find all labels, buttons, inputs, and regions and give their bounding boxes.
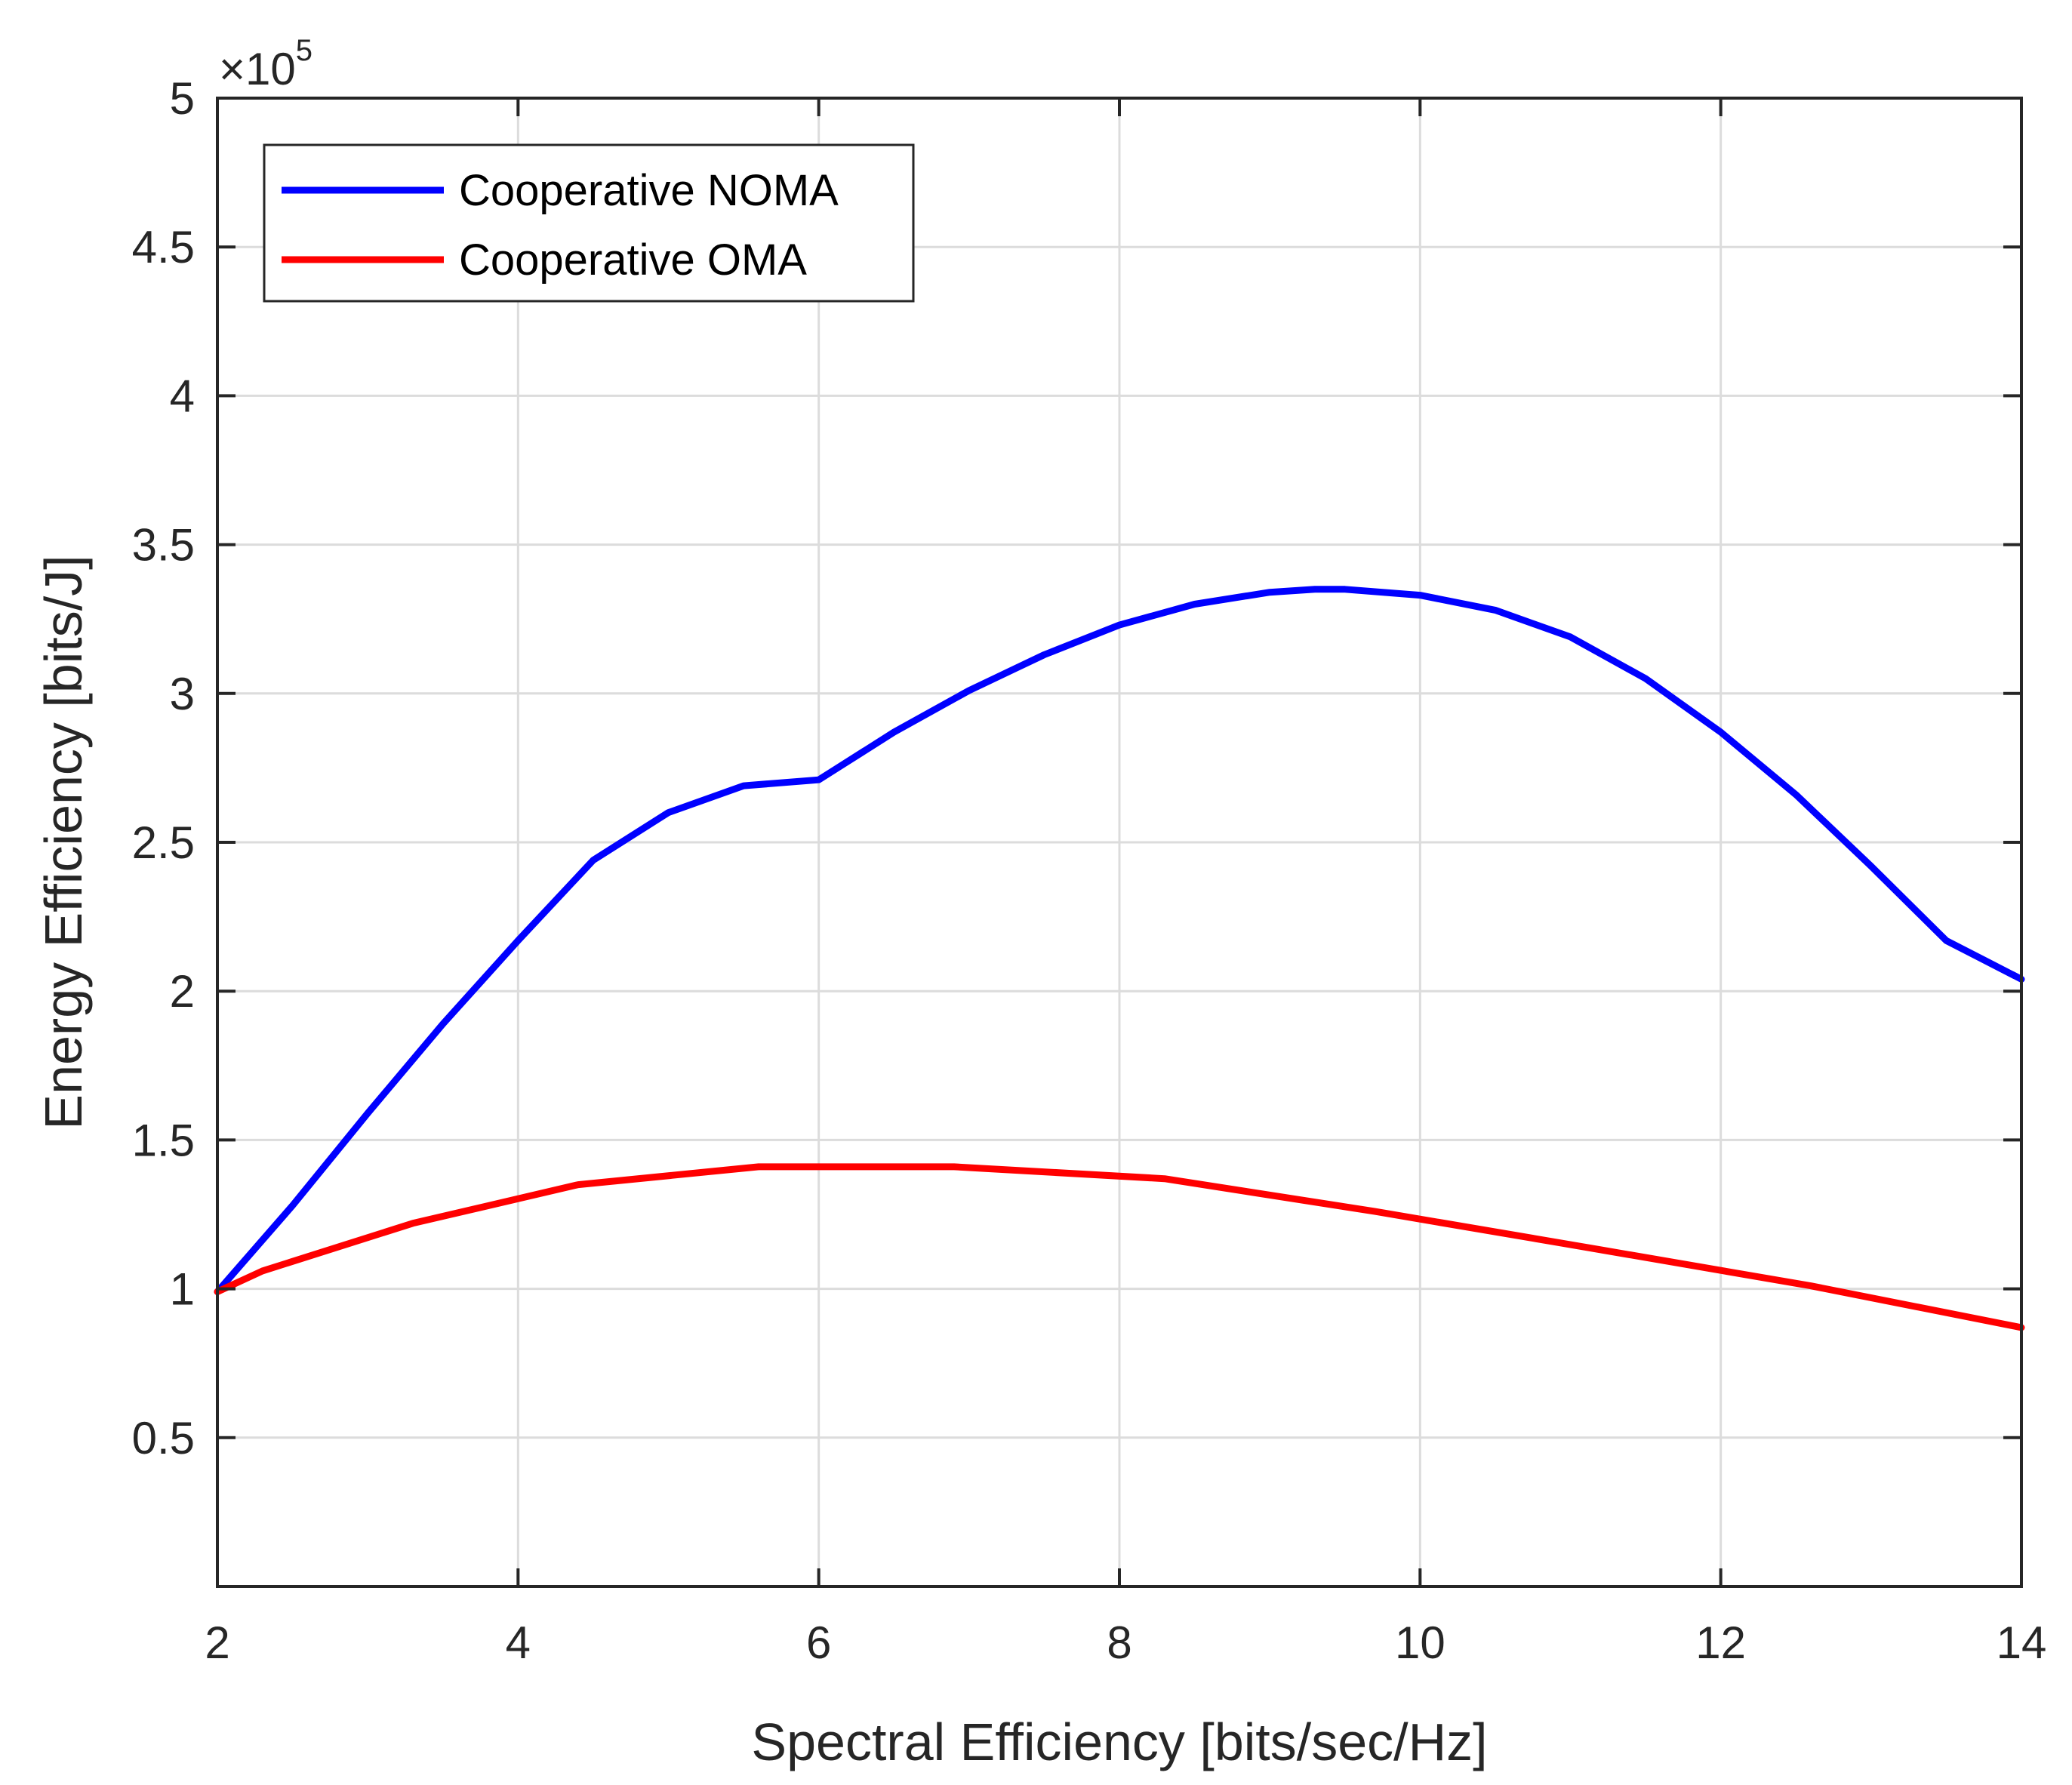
y-multiplier-exponent: 5 xyxy=(296,34,312,67)
legend-box xyxy=(263,143,915,303)
y-tick-label: 3.5 xyxy=(132,520,195,571)
x-tick-labels: 2 4 6 8 10 12 14 xyxy=(205,1617,2046,1668)
y-multiplier-base: ×10 xyxy=(219,44,296,94)
series-lines xyxy=(214,586,2025,1331)
y-tick-label: 4.5 xyxy=(132,222,195,272)
y-tick-label: 3 xyxy=(170,669,195,719)
x-axis-label: Spectral Efficiency [bits/sec/Hz] xyxy=(751,1713,1487,1771)
y-tick-label: 5 xyxy=(170,73,195,124)
legend-label-cooperative-noma: Cooperative NOMA xyxy=(459,166,839,215)
legend-label-cooperative-oma: Cooperative OMA xyxy=(459,235,807,285)
y-multiplier: ×105 xyxy=(219,34,312,94)
series-line-cooperative-noma xyxy=(214,586,2025,1295)
legend: Cooperative NOMA Cooperative OMA xyxy=(263,143,915,303)
ticks xyxy=(216,97,2023,1586)
x-tick-label: 12 xyxy=(1695,1617,1746,1668)
x-tick-label: 4 xyxy=(506,1617,531,1668)
x-tick-label: 6 xyxy=(806,1617,831,1668)
y-tick-label: 4 xyxy=(170,371,195,421)
y-tick-label: 2.5 xyxy=(132,817,195,868)
y-tick-label: 2 xyxy=(170,966,195,1017)
y-tick-labels: 0.5 1 1.5 2 2.5 3 3.5 4 4.5 5 xyxy=(132,73,195,1463)
x-tick-label: 14 xyxy=(1997,1617,2047,1668)
x-tick-label: 10 xyxy=(1395,1617,1445,1668)
grid xyxy=(217,98,2021,1586)
x-tick-label: 2 xyxy=(205,1617,229,1668)
y-tick-label: 1.5 xyxy=(132,1115,195,1165)
y-tick-label: 1 xyxy=(170,1264,195,1315)
series-line-cooperative-oma xyxy=(214,1163,2025,1331)
y-axis-label: Energy Efficiency [bits/J] xyxy=(34,555,93,1129)
y-tick-label: 0.5 xyxy=(132,1413,195,1463)
x-tick-label: 8 xyxy=(1107,1617,1131,1668)
